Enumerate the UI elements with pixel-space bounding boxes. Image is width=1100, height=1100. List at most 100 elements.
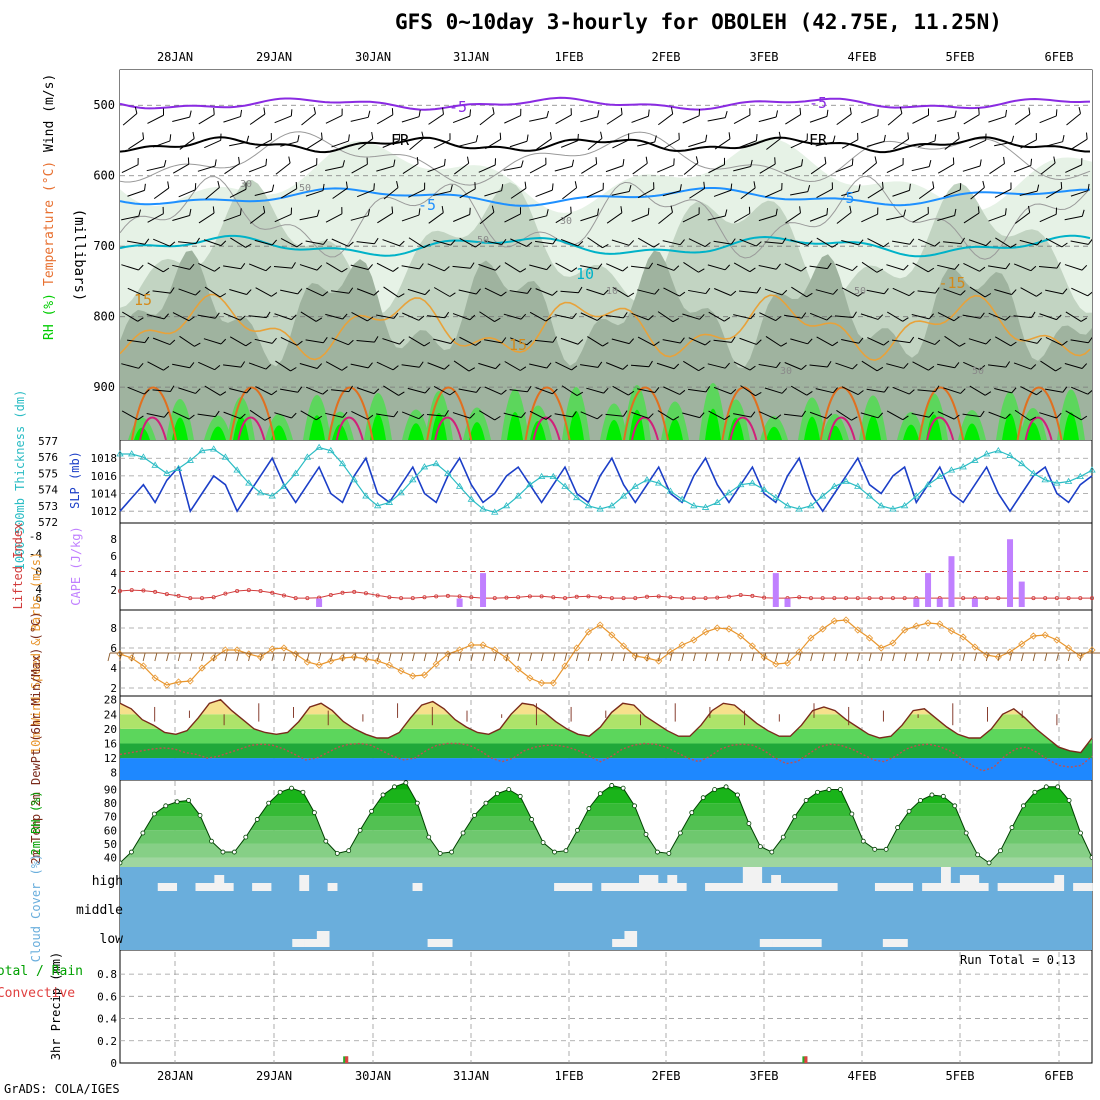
wind-barb-staff [586, 288, 604, 296]
wind10-barb-flag [470, 652, 474, 662]
wind-barb-flag [296, 242, 303, 248]
wind-barb-staff [917, 389, 936, 392]
wind-barb [203, 338, 227, 345]
wind-barb [376, 108, 394, 125]
bottom-date-label: 5FEB [946, 1069, 975, 1083]
wind-barb-flag [475, 386, 481, 393]
wind-barb-flag [1011, 289, 1017, 295]
wind-barb-flag [578, 286, 583, 294]
cape-bar [784, 598, 791, 607]
wind-barb-staff [229, 141, 247, 147]
rh-point [838, 787, 843, 792]
thickness-point [221, 453, 230, 460]
wind-barb-staff [529, 116, 547, 122]
wind-barb [197, 312, 220, 319]
wind-barb-staff [631, 312, 649, 321]
wind-barb [963, 361, 986, 371]
wind-barb-flag [290, 109, 293, 117]
wind-barb-flag [902, 317, 909, 322]
wind-barb [356, 288, 380, 296]
wind-barb-flag [342, 313, 348, 320]
wind-barb [1070, 183, 1090, 197]
wind-barb-flag [316, 209, 320, 217]
wind-barb-staff [810, 163, 827, 175]
wind-barb [707, 362, 730, 369]
wind-barb-staff [630, 364, 650, 368]
wind-barb [300, 410, 323, 421]
cape-tick-label: 2 [110, 584, 117, 597]
wind-barb [529, 157, 547, 174]
li-point [469, 595, 474, 600]
wind-barb-staff [970, 187, 985, 200]
wind-barb-flag [851, 416, 858, 421]
li-point [188, 596, 193, 601]
li-tick-label: 6 [35, 592, 42, 605]
cloud-bar-high [582, 883, 593, 891]
wind-barb-flag [546, 209, 549, 216]
li-point [410, 596, 415, 601]
wind-barb [452, 262, 475, 269]
top-date-label: 6FEB [1045, 50, 1074, 64]
wind-barb-flag [602, 182, 604, 190]
rh-band [120, 830, 1092, 844]
wind-barb [427, 362, 450, 370]
wind-barb-flag [217, 180, 220, 188]
contour-temp-surface [918, 386, 965, 440]
wind-barb-flag [571, 159, 575, 167]
wind-barb-staff [886, 164, 904, 174]
wind-barb [733, 159, 753, 172]
li-tick-label: 0 [35, 565, 42, 578]
wind-barb-flag [189, 208, 192, 216]
wind-barb-flag [373, 290, 380, 296]
wind-barb [433, 133, 451, 149]
wind-barb [529, 410, 552, 420]
wind-barb-staff [433, 385, 451, 396]
wind-barb-staff [683, 162, 699, 175]
wind-barb-staff [758, 264, 777, 270]
wind-barb-flag [1030, 265, 1037, 272]
wind-barb-flag [262, 205, 266, 213]
rh-bright-column [766, 426, 782, 440]
wind-barb-staff [587, 137, 603, 151]
wind-barb [1019, 239, 1043, 246]
wind-barb-staff [631, 411, 649, 419]
wind-barb-staff [866, 141, 885, 147]
wind-barb [351, 410, 374, 420]
wind-barb-flag [807, 185, 811, 192]
wind-barb [994, 336, 1017, 347]
wind-barb-flag [296, 340, 303, 346]
wind-barb [504, 108, 522, 124]
wind-barb [1066, 107, 1081, 126]
wind10-barb-flag [739, 652, 743, 662]
wind-barb-flag [826, 413, 833, 419]
cape-bar [456, 598, 463, 607]
wind-barb-staff [254, 338, 273, 344]
wind-barb-staff [121, 363, 139, 369]
wind-barb-flag [698, 268, 705, 273]
wind10-point [303, 658, 311, 666]
wind-barb [248, 263, 272, 272]
wind-barb-staff [911, 412, 930, 418]
wind-barb [350, 264, 373, 270]
wind-barb-staff [555, 114, 572, 125]
wind-barb-flag [399, 240, 405, 247]
wind-barb [867, 238, 890, 248]
wind-barb [1020, 133, 1037, 149]
li-tick-label: -4 [29, 548, 43, 561]
wind-barb-flag [474, 182, 476, 189]
cloud-bar-high [1054, 875, 1065, 891]
wind-barb [637, 135, 657, 147]
wind10-barb-flag [1044, 652, 1048, 662]
wind10-barb-flag [494, 652, 497, 662]
wind-barb-staff [331, 238, 349, 247]
cloud-bar-high [601, 883, 612, 891]
wind-barb [937, 411, 960, 420]
wind-barb-staff [330, 389, 350, 393]
contour-freezing-level [120, 136, 1090, 154]
rh-point [1032, 789, 1038, 795]
rh-point [689, 810, 695, 816]
wind-barb [299, 264, 323, 271]
wind-barb-staff [994, 336, 1012, 347]
rh-band [120, 803, 1092, 817]
wind-barb [834, 311, 857, 318]
